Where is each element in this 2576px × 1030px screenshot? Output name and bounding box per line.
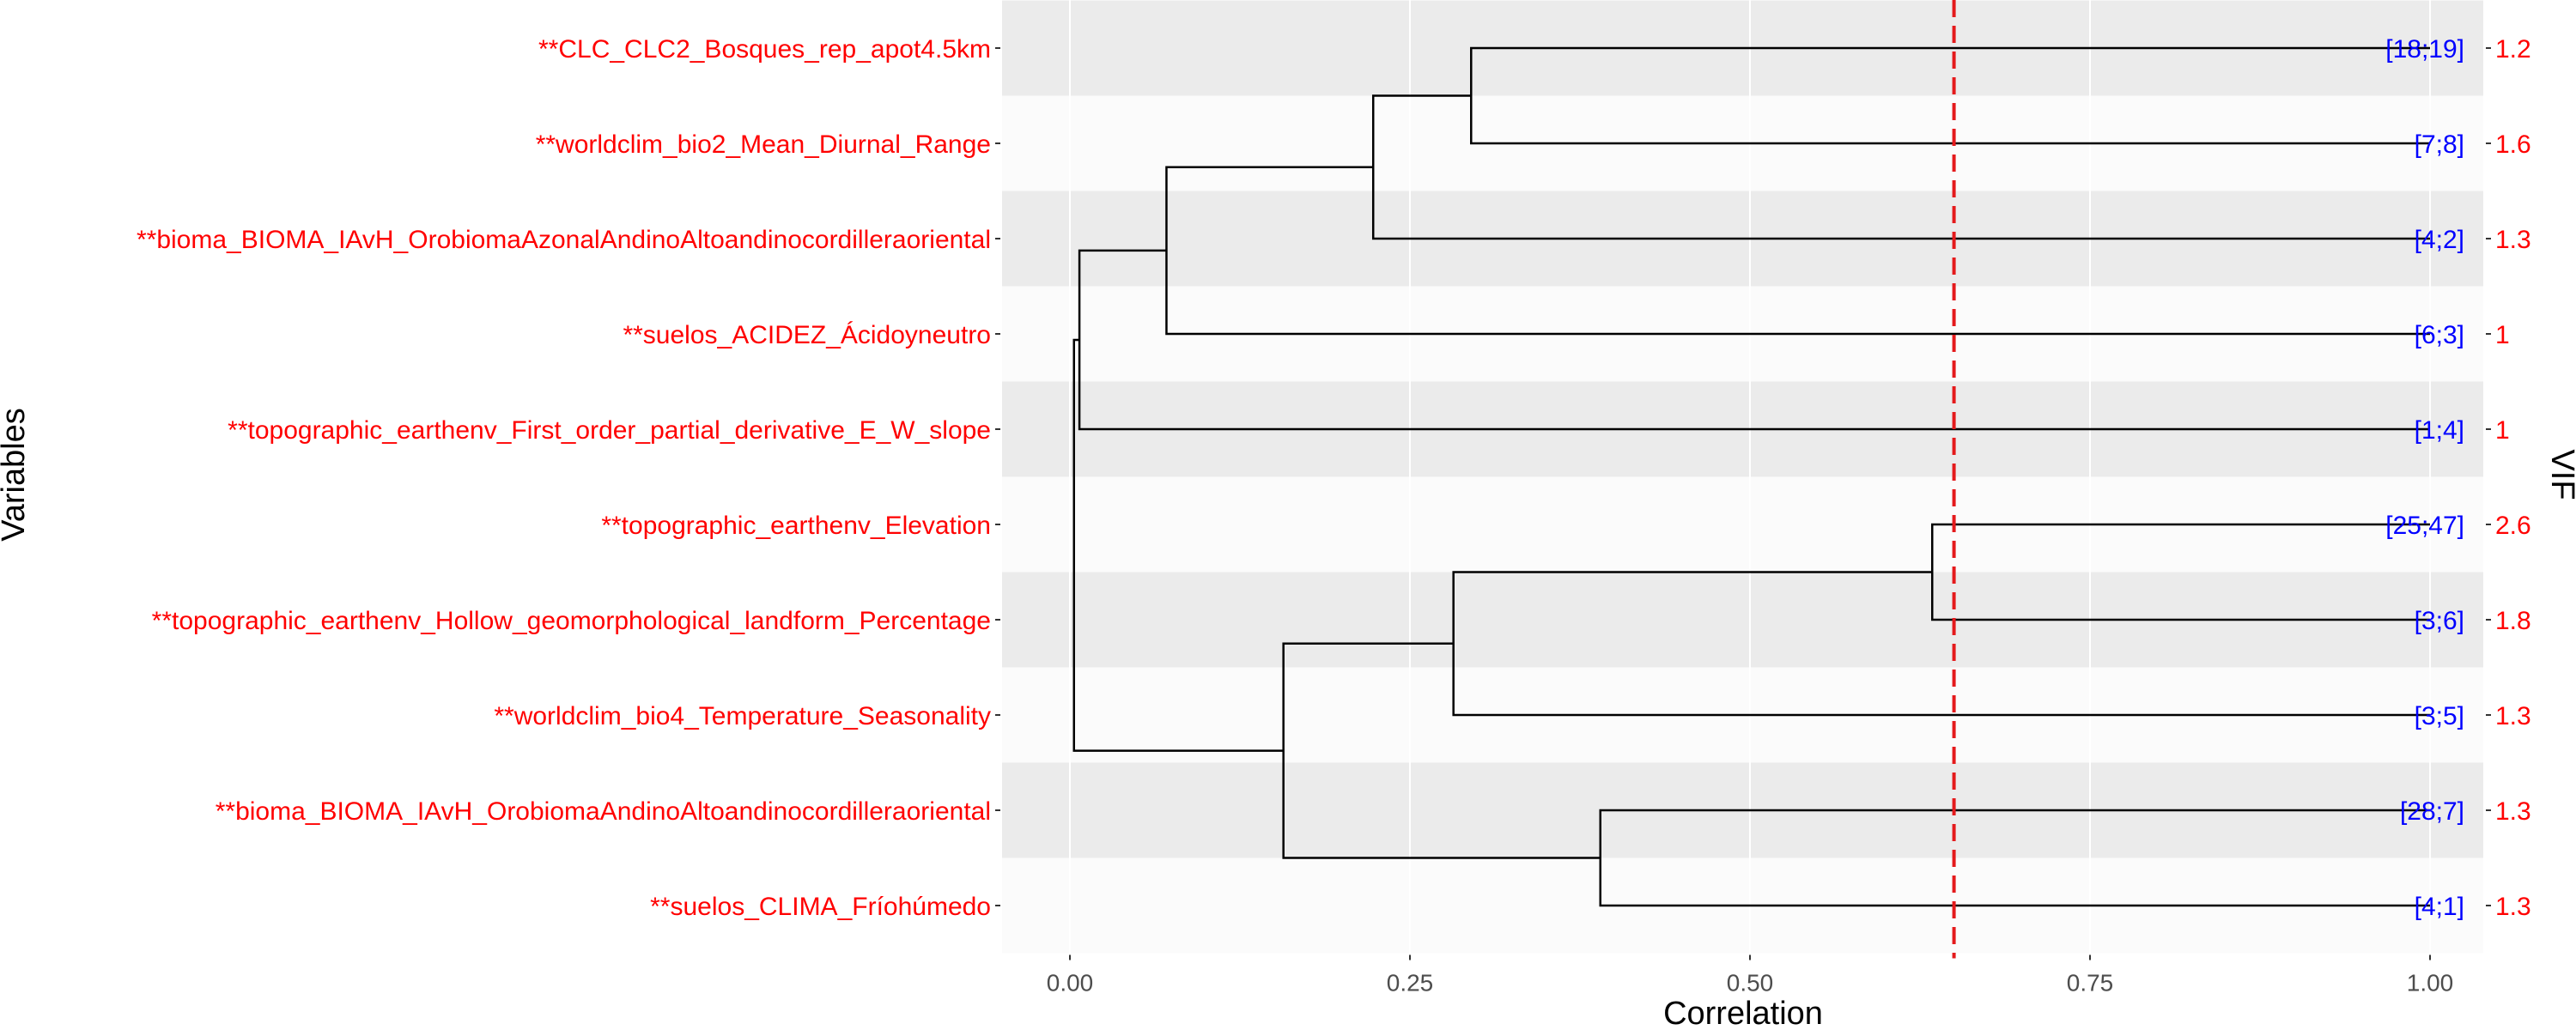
variable-label: **suelos_CLIMA_Fríohúmedo: [650, 893, 991, 921]
dendrogram-branch: [1452, 571, 2430, 717]
vif-labels: 1.2 1.6 1.3 1 1 2.6 1.8 1.3 1.3 1.3: [2486, 35, 2531, 921]
variable-label: **topographic_earthenv_First_order_parti…: [228, 416, 991, 445]
vif-label: 1.3: [2495, 797, 2531, 826]
x-tick-label: 0.00: [1047, 970, 1094, 997]
vif-label: 1.2: [2495, 35, 2531, 64]
dendrogram-tree: [1072, 46, 2430, 907]
dendrogram-branch: [1072, 338, 1284, 752]
variable-label: **bioma_BIOMA_IAvH_OrobiomaAzonalAndinoA…: [137, 226, 991, 254]
dendrogram-branch: [1931, 523, 2430, 621]
x-axis-title: Correlation: [1663, 996, 1823, 1030]
interval-label: [25;47]: [2385, 512, 2464, 540]
interval-label: [18;19]: [2385, 35, 2464, 64]
interval-label: [4;1]: [2415, 893, 2464, 921]
interval-label: [1;4]: [2415, 416, 2464, 445]
vif-label: 1.3: [2495, 893, 2531, 921]
interval-label: [3;6]: [2415, 607, 2464, 635]
variable-label: **topographic_earthenv_Elevation: [601, 512, 991, 540]
x-axis: 0.00 0.25 0.50 0.75 1.00: [1047, 954, 2454, 997]
vif-label: 1.6: [2495, 130, 2531, 159]
x-tick-label: 1.00: [2407, 970, 2454, 997]
variable-label: **bioma_BIOMA_IAvH_OrobiomaAndinoAltoand…: [216, 797, 991, 826]
vif-label: 1.3: [2495, 702, 2531, 730]
variable-label: **topographic_earthenv_Hollow_geomorphol…: [152, 607, 991, 635]
variable-label: **worldclim_bio2_Mean_Diurnal_Range: [536, 130, 991, 159]
vertical-gridlines: [1069, 0, 2431, 954]
vif-label: 1: [2495, 416, 2510, 445]
x-tick-label: 0.50: [1727, 970, 1774, 997]
y-axis-title: Variables: [0, 408, 32, 542]
vif-axis-title: VIF: [2544, 449, 2576, 500]
x-tick-label: 0.75: [2067, 970, 2114, 997]
variable-label: **CLC_CLC2_Bosques_rep_apot4.5km: [538, 35, 991, 64]
dendrogram-branch: [1282, 642, 1601, 859]
interval-label: [3;5]: [2415, 702, 2464, 730]
interval-label: [4;2]: [2415, 226, 2464, 254]
x-tick-label: 0.25: [1387, 970, 1434, 997]
vif-label: 2.6: [2495, 512, 2531, 540]
interval-label: [28;7]: [2400, 797, 2464, 826]
interval-label: [6;3]: [2415, 321, 2464, 349]
interval-labels: [18;19] [7;8] [4;2] [6;3] [1;4] [25;47] [3;6] […: [2385, 35, 2464, 921]
variable-label: **worldclim_bio4_Temperature_Seasonality: [494, 702, 991, 730]
dendrogram-branch: [1078, 249, 2430, 431]
vif-label: 1.8: [2495, 607, 2531, 635]
variable-labels: **CLC_CLC2_Bosques_rep_apot4.5km **worldc…: [137, 35, 1000, 921]
variable-label: **suelos_ACIDEZ_Ácidoyneutro: [623, 321, 991, 349]
vif-label: 1.3: [2495, 226, 2531, 254]
interval-label: [7;8]: [2415, 130, 2464, 159]
vif-label: 1: [2495, 321, 2510, 349]
